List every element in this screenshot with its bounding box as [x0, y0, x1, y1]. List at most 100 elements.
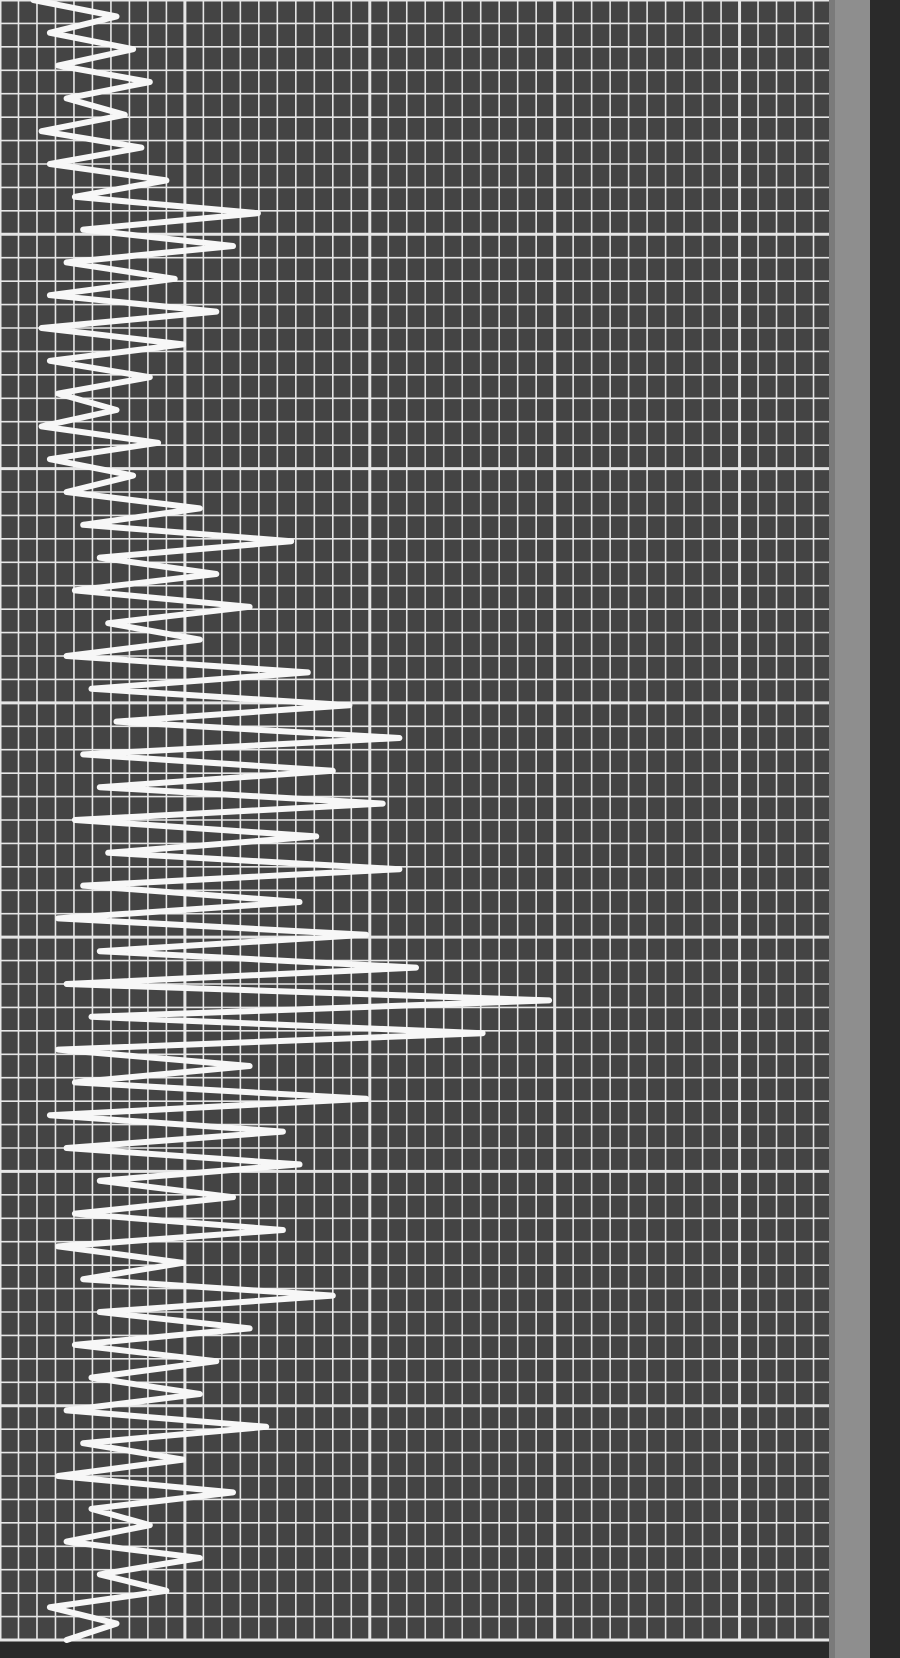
- data-point: [64, 981, 70, 987]
- data-point: [380, 801, 386, 807]
- data-point: [97, 1178, 103, 1184]
- data-point: [138, 145, 144, 151]
- data-point: [97, 1571, 103, 1577]
- data-point: [47, 1112, 53, 1118]
- data-point: [39, 128, 45, 134]
- data-point: [47, 30, 53, 36]
- data-point: [105, 620, 111, 626]
- data-point: [72, 1079, 78, 1085]
- data-point: [297, 1161, 302, 1167]
- data-point: [80, 227, 86, 233]
- data-point: [230, 1194, 236, 1200]
- data-point: [114, 719, 119, 725]
- data-point: [280, 1129, 286, 1135]
- data-point: [330, 1293, 336, 1299]
- data-point: [47, 1604, 53, 1610]
- data-point: [330, 768, 336, 774]
- data-point: [64, 653, 70, 659]
- data-point: [180, 1457, 186, 1463]
- data-point: [363, 1096, 369, 1102]
- data-point: [64, 1407, 70, 1413]
- data-point: [55, 1243, 61, 1249]
- data-point: [297, 899, 302, 905]
- data-point: [89, 1375, 94, 1381]
- data-point: [213, 309, 219, 315]
- data-point: [47, 292, 53, 298]
- data-point: [346, 702, 352, 708]
- data-point: [147, 79, 153, 85]
- data-point: [213, 571, 219, 577]
- data-point: [280, 1227, 286, 1233]
- data-point: [72, 587, 78, 593]
- data-point: [55, 391, 61, 397]
- data-point: [64, 1637, 70, 1643]
- data-trace: [30, 0, 553, 1643]
- data-point: [396, 866, 402, 872]
- data-point: [72, 1342, 78, 1348]
- data-point: [89, 686, 94, 692]
- data-point: [105, 850, 111, 856]
- data-point: [147, 1522, 153, 1528]
- data-point: [72, 817, 78, 823]
- data-point: [72, 1211, 78, 1217]
- data-point: [114, 1621, 119, 1627]
- data-point: [155, 440, 161, 446]
- data-point: [147, 374, 153, 380]
- data-point: [197, 505, 203, 511]
- data-point: [47, 161, 53, 167]
- data-point: [80, 751, 86, 757]
- data-point: [197, 637, 203, 643]
- data-point: [30, 0, 36, 3]
- data-point: [55, 63, 61, 69]
- data-point: [47, 358, 53, 364]
- data-point: [55, 1047, 61, 1053]
- data-point: [64, 95, 70, 101]
- data-point: [64, 259, 70, 265]
- data-point: [80, 1440, 86, 1446]
- data-point: [263, 1424, 269, 1430]
- data-point: [72, 194, 78, 200]
- data-point: [413, 965, 419, 971]
- data-point: [163, 177, 169, 183]
- data-point: [64, 1145, 70, 1151]
- data-point: [180, 1260, 186, 1266]
- data-point: [97, 555, 103, 561]
- data-point: [55, 1473, 61, 1479]
- data-point: [97, 1309, 103, 1315]
- data-point: [247, 1063, 253, 1069]
- data-point: [247, 604, 253, 610]
- data-point: [39, 423, 45, 429]
- data-point: [288, 538, 294, 544]
- data-point: [305, 669, 311, 675]
- data-point: [363, 932, 369, 938]
- data-point: [64, 489, 70, 495]
- data-point: [97, 784, 103, 790]
- data-point: [80, 883, 86, 889]
- data-point: [197, 1391, 203, 1397]
- data-point: [230, 243, 236, 249]
- data-point: [89, 1506, 94, 1512]
- data-point: [80, 522, 86, 528]
- data-point: [130, 46, 136, 52]
- data-point: [130, 473, 136, 479]
- data-point: [213, 1358, 219, 1364]
- data-point: [172, 276, 178, 282]
- data-point: [64, 1539, 70, 1545]
- data-point: [480, 1030, 486, 1036]
- data-point: [122, 112, 128, 118]
- data-point: [396, 735, 402, 741]
- data-point: [180, 341, 186, 347]
- data-point: [114, 407, 119, 413]
- data-point: [197, 1555, 203, 1561]
- data-point: [114, 13, 119, 19]
- data-point: [97, 948, 103, 954]
- data-point: [230, 1489, 236, 1495]
- data-point: [55, 915, 61, 921]
- data-point: [255, 210, 261, 216]
- data-point: [546, 997, 552, 1003]
- data-point: [163, 1588, 169, 1594]
- data-point: [247, 1325, 253, 1331]
- data-point: [89, 1014, 94, 1020]
- data-point: [47, 456, 53, 462]
